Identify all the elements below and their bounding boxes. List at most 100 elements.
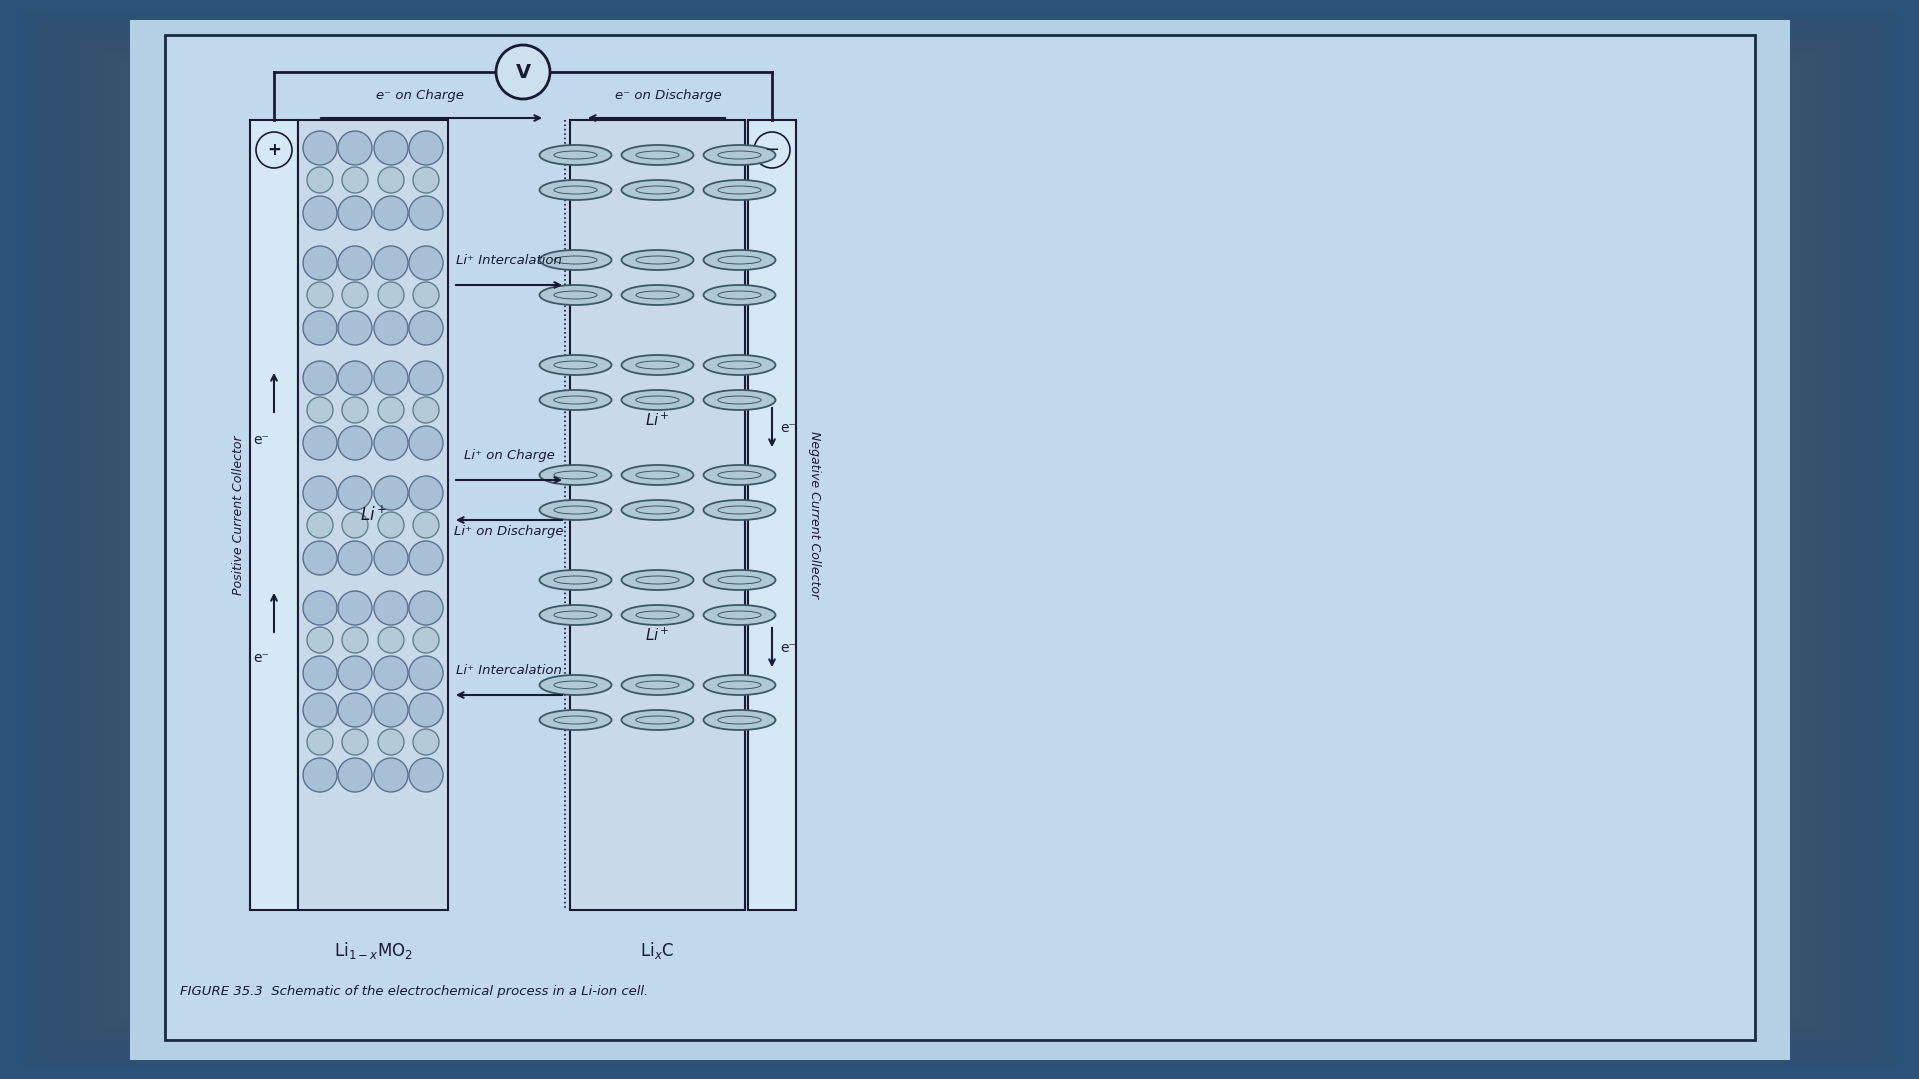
Circle shape <box>303 541 338 575</box>
Circle shape <box>409 311 443 345</box>
Circle shape <box>338 476 372 510</box>
Text: e⁻: e⁻ <box>253 651 269 665</box>
Text: −: − <box>764 141 779 159</box>
Circle shape <box>303 476 338 510</box>
Circle shape <box>307 282 334 308</box>
Ellipse shape <box>622 355 693 375</box>
Bar <box>380 190 1539 889</box>
Circle shape <box>409 693 443 727</box>
Ellipse shape <box>704 675 775 695</box>
Circle shape <box>409 759 443 792</box>
Text: e⁻: e⁻ <box>253 433 269 447</box>
Ellipse shape <box>539 250 612 270</box>
Circle shape <box>409 131 443 165</box>
Ellipse shape <box>704 285 775 305</box>
Circle shape <box>303 131 338 165</box>
Circle shape <box>338 656 372 689</box>
Ellipse shape <box>704 145 775 165</box>
Text: Li⁺ Intercalation: Li⁺ Intercalation <box>457 664 562 677</box>
Ellipse shape <box>539 145 612 165</box>
Bar <box>165 35 1756 1040</box>
Circle shape <box>374 311 409 345</box>
Text: Li$^+$: Li$^+$ <box>645 626 670 644</box>
Circle shape <box>338 591 372 625</box>
Circle shape <box>374 541 409 575</box>
Bar <box>249 120 297 910</box>
Circle shape <box>413 729 439 755</box>
Ellipse shape <box>704 500 775 520</box>
Circle shape <box>338 246 372 279</box>
Bar <box>100 50 1819 1029</box>
Circle shape <box>338 759 372 792</box>
Ellipse shape <box>622 285 693 305</box>
Ellipse shape <box>622 250 693 270</box>
Circle shape <box>303 246 338 279</box>
Ellipse shape <box>622 675 693 695</box>
Circle shape <box>307 513 334 538</box>
Circle shape <box>378 729 405 755</box>
Text: Li$^+$: Li$^+$ <box>359 505 386 524</box>
Text: Positive Current Collector: Positive Current Collector <box>232 435 244 595</box>
Circle shape <box>342 513 368 538</box>
Text: +: + <box>267 141 280 159</box>
Ellipse shape <box>622 605 693 625</box>
Text: V: V <box>516 63 530 82</box>
Circle shape <box>342 397 368 423</box>
Circle shape <box>338 693 372 727</box>
Text: e⁻: e⁻ <box>779 421 796 435</box>
Circle shape <box>378 397 405 423</box>
Bar <box>299 150 1620 929</box>
Circle shape <box>374 476 409 510</box>
Bar <box>297 120 447 910</box>
Circle shape <box>342 282 368 308</box>
Bar <box>259 129 1660 950</box>
Circle shape <box>374 131 409 165</box>
Ellipse shape <box>704 250 775 270</box>
Circle shape <box>303 591 338 625</box>
Circle shape <box>409 426 443 460</box>
Ellipse shape <box>539 605 612 625</box>
Circle shape <box>374 246 409 279</box>
Circle shape <box>413 397 439 423</box>
Circle shape <box>342 627 368 653</box>
Circle shape <box>413 627 439 653</box>
Ellipse shape <box>704 465 775 484</box>
Circle shape <box>413 167 439 193</box>
Circle shape <box>374 426 409 460</box>
Ellipse shape <box>539 180 612 200</box>
Bar <box>361 180 1558 899</box>
Text: Li$_x$C: Li$_x$C <box>641 940 675 961</box>
Ellipse shape <box>704 390 775 410</box>
Circle shape <box>374 656 409 689</box>
Ellipse shape <box>704 570 775 590</box>
Ellipse shape <box>622 180 693 200</box>
Circle shape <box>374 693 409 727</box>
Ellipse shape <box>622 500 693 520</box>
Circle shape <box>338 311 372 345</box>
Circle shape <box>307 397 334 423</box>
Ellipse shape <box>539 710 612 730</box>
Circle shape <box>303 311 338 345</box>
Circle shape <box>303 361 338 395</box>
Circle shape <box>378 167 405 193</box>
Ellipse shape <box>622 145 693 165</box>
Ellipse shape <box>704 355 775 375</box>
Circle shape <box>409 196 443 230</box>
Ellipse shape <box>622 465 693 484</box>
Circle shape <box>374 196 409 230</box>
Circle shape <box>338 361 372 395</box>
Text: e⁻ on Charge: e⁻ on Charge <box>376 88 462 103</box>
Bar <box>221 110 1698 969</box>
Text: Li⁺ on Charge: Li⁺ on Charge <box>464 449 555 462</box>
Bar <box>320 160 1599 919</box>
Circle shape <box>303 656 338 689</box>
Ellipse shape <box>622 390 693 410</box>
Bar <box>200 100 1719 979</box>
Text: FIGURE 35.3  Schematic of the electrochemical process in a Li-ion cell.: FIGURE 35.3 Schematic of the electrochem… <box>180 985 649 998</box>
Ellipse shape <box>622 570 693 590</box>
Circle shape <box>495 45 551 99</box>
Circle shape <box>374 591 409 625</box>
Circle shape <box>338 131 372 165</box>
Circle shape <box>378 627 405 653</box>
Text: Li⁺ on Discharge: Li⁺ on Discharge <box>455 525 564 538</box>
